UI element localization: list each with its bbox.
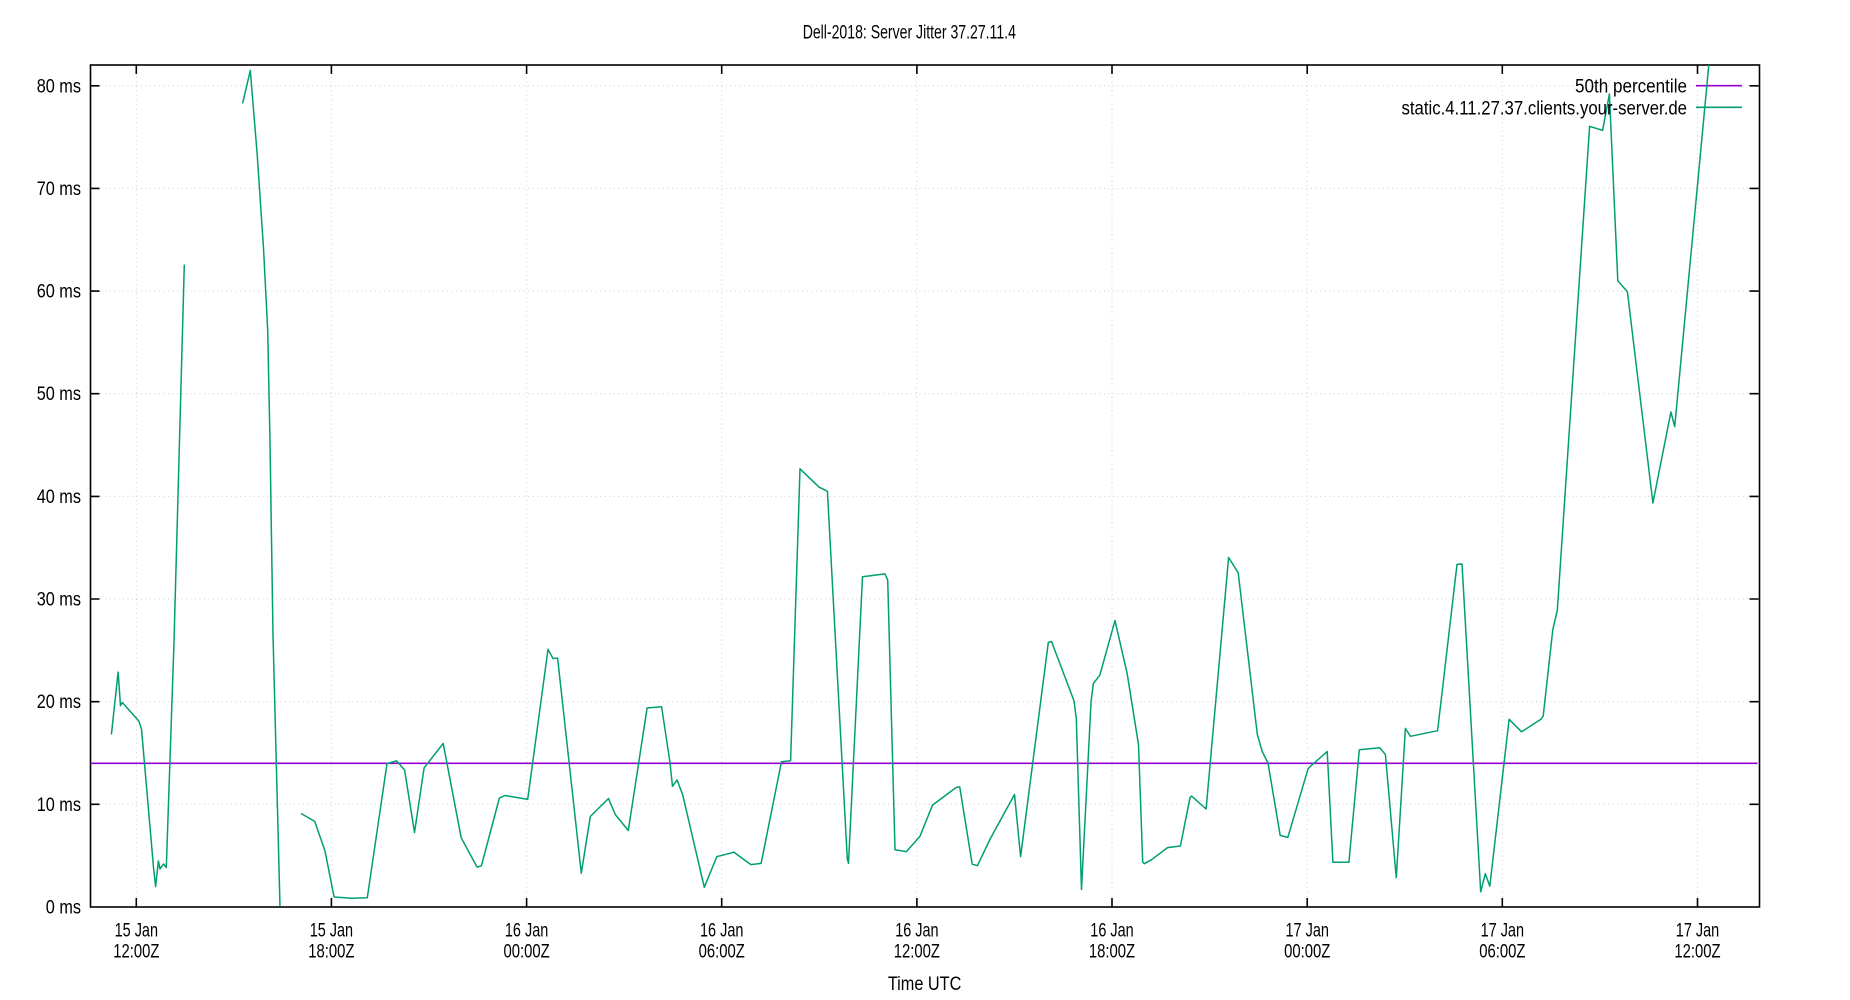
svg-text:20 ms: 20 ms [37, 692, 81, 713]
svg-text:10 ms: 10 ms [37, 795, 81, 816]
svg-text:00:00Z: 00:00Z [1284, 942, 1331, 963]
svg-text:0 ms: 0 ms [46, 898, 81, 919]
svg-text:80 ms: 80 ms [37, 76, 81, 97]
svg-text:12:00Z: 12:00Z [894, 942, 941, 963]
svg-text:17 Jan: 17 Jan [1676, 921, 1719, 942]
svg-text:60 ms: 60 ms [37, 282, 81, 303]
svg-text:50th percentile: 50th percentile [1575, 76, 1687, 97]
svg-text:70 ms: 70 ms [37, 179, 81, 200]
svg-text:16 Jan: 16 Jan [505, 921, 548, 942]
svg-text:30 ms: 30 ms [37, 590, 81, 611]
svg-text:Time UTC: Time UTC [888, 974, 962, 995]
svg-text:static.4.11.27.37.clients.your: static.4.11.27.37.clients.your-server.de [1402, 99, 1688, 120]
svg-text:12:00Z: 12:00Z [1674, 942, 1721, 963]
svg-text:16 Jan: 16 Jan [1090, 921, 1133, 942]
svg-text:00:00Z: 00:00Z [504, 942, 551, 963]
svg-text:17 Jan: 17 Jan [1481, 921, 1524, 942]
svg-text:12:00Z: 12:00Z [113, 942, 160, 963]
svg-text:40 ms: 40 ms [37, 487, 81, 508]
svg-text:Dell-2018: Server Jitter 37.27: Dell-2018: Server Jitter 37.27.11.4 [803, 23, 1017, 44]
svg-text:15 Jan: 15 Jan [115, 921, 158, 942]
svg-text:18:00Z: 18:00Z [1089, 942, 1136, 963]
svg-text:15 Jan: 15 Jan [310, 921, 353, 942]
svg-text:18:00Z: 18:00Z [308, 942, 355, 963]
svg-text:16 Jan: 16 Jan [700, 921, 743, 942]
svg-text:16 Jan: 16 Jan [895, 921, 938, 942]
svg-text:06:00Z: 06:00Z [1479, 942, 1526, 963]
svg-text:50 ms: 50 ms [37, 384, 81, 405]
svg-text:17 Jan: 17 Jan [1286, 921, 1329, 942]
svg-text:06:00Z: 06:00Z [699, 942, 746, 963]
